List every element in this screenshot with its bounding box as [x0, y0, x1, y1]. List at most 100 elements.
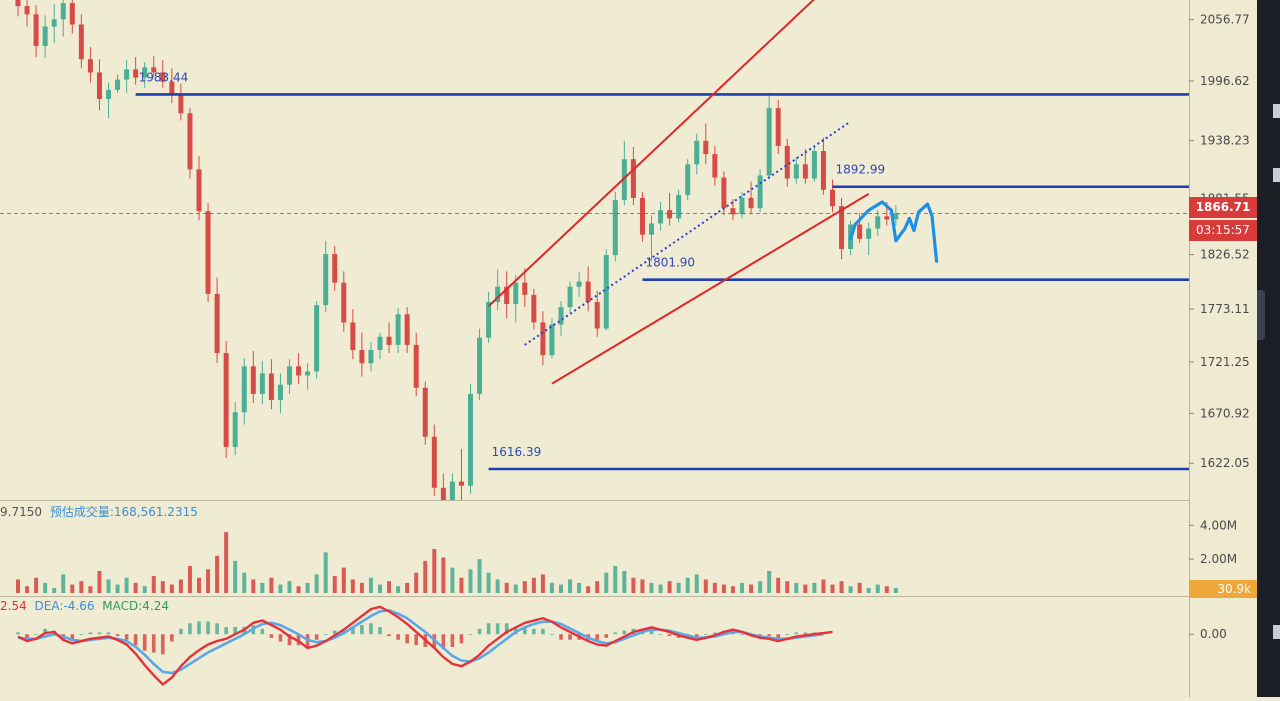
macd-hist-bar	[713, 632, 717, 635]
volume-bar	[233, 560, 238, 593]
candle-body	[151, 67, 157, 73]
volume-bar	[296, 586, 301, 593]
volume-bar	[549, 582, 554, 593]
candle-body	[377, 336, 383, 350]
candle-body	[440, 487, 446, 500]
macd-tick-label: 0.00	[1200, 627, 1227, 641]
volume-bar	[70, 584, 75, 593]
volume-bar	[197, 577, 201, 593]
candle-body	[875, 216, 881, 229]
candle-body	[685, 164, 691, 195]
volume-bar	[893, 587, 898, 593]
macd-hist-bar	[387, 634, 391, 637]
volume-bar	[559, 584, 563, 593]
macd-hist-bar	[649, 630, 654, 635]
candle-body	[42, 26, 48, 46]
candle-body	[576, 281, 582, 287]
macd-hist-bar	[179, 628, 183, 635]
candle-body	[639, 197, 645, 235]
candle-body	[314, 305, 320, 372]
volume-bar	[613, 565, 618, 593]
current-volume-tag: 30.9k	[1189, 580, 1257, 598]
candle-body	[522, 282, 528, 295]
candle-body	[893, 213, 899, 220]
collapse-handle[interactable]	[1257, 290, 1265, 340]
macd-hist-bar	[188, 623, 192, 635]
volume-bar	[305, 582, 310, 593]
volume-bar	[169, 584, 174, 593]
candle-body	[730, 208, 736, 215]
candle-body	[422, 387, 428, 437]
volume-bar	[34, 577, 39, 593]
macd-hist-bar	[405, 634, 409, 644]
macd-legend: 2.54 DEA:-4.66 MACD:4.24	[0, 599, 169, 613]
candle-body	[857, 224, 863, 239]
dif-line	[17, 605, 833, 687]
candle-body	[504, 286, 510, 305]
candle-body	[811, 151, 817, 179]
candle-body	[766, 108, 772, 176]
volume-bar	[450, 567, 455, 593]
current-price-tag: 1866.71	[1189, 197, 1257, 218]
macd-hist-bar	[79, 634, 84, 636]
macd-hist-bar	[468, 634, 473, 636]
volume-bar	[685, 577, 690, 593]
macd-hist-bar	[161, 634, 165, 655]
volume-bar	[595, 581, 600, 593]
volume-bar	[88, 586, 93, 593]
candle-body	[78, 24, 84, 60]
macd-hist-bar	[622, 630, 627, 635]
macd-hist-bar	[559, 634, 563, 640]
candle-body	[332, 254, 338, 283]
candle-body	[96, 72, 102, 99]
candle-body	[793, 164, 799, 179]
candle-body	[413, 344, 419, 388]
volume-bar	[694, 574, 699, 593]
macd-hist-bar	[441, 634, 446, 649]
volume-bar	[758, 581, 763, 593]
volume-bar	[803, 584, 808, 593]
volume-bar	[703, 579, 708, 593]
volume-bar	[142, 586, 147, 593]
volume-bar	[396, 586, 401, 593]
dea-line	[17, 608, 824, 675]
macd-hist-bar	[70, 634, 75, 640]
macd-hist-bar	[694, 634, 699, 638]
volume-bar	[540, 574, 545, 593]
volume-bar	[133, 582, 138, 593]
candle-body	[60, 3, 66, 20]
candle-body	[594, 302, 600, 329]
macd-hist-bar	[323, 634, 328, 636]
candle-body	[531, 294, 537, 323]
volume-bar	[586, 586, 591, 593]
volume-bar	[568, 579, 573, 593]
macd-hist-bar	[803, 632, 808, 635]
volume-bar	[812, 582, 817, 593]
candle-body	[196, 169, 202, 212]
toolbar-icon-1[interactable]	[1273, 104, 1280, 118]
macd-hist-bar	[278, 634, 283, 642]
macd-hist-bar	[115, 634, 120, 637]
volume-bar	[667, 581, 672, 593]
level-label: 1616.39	[492, 445, 542, 459]
toolbar-icon-2[interactable]	[1273, 168, 1280, 182]
candle-body	[775, 108, 781, 146]
volume-bar	[522, 581, 527, 593]
candle-body	[341, 282, 347, 323]
macd-hist-bar	[351, 626, 355, 635]
macd-hist-bar	[97, 632, 102, 635]
candle-body	[15, 0, 21, 7]
macd-hist-bar	[450, 634, 455, 648]
toolbar-icon-3[interactable]	[1273, 625, 1280, 639]
volume-bar	[830, 584, 835, 593]
candle-body	[468, 393, 473, 486]
volume-bar	[577, 582, 582, 593]
volume-bar	[224, 532, 229, 593]
candle-body	[866, 228, 872, 239]
candle-body	[305, 371, 311, 376]
macd-hist-bar	[595, 634, 599, 640]
macd-hist-bar	[486, 623, 491, 635]
macd-hist-bar	[233, 626, 237, 635]
candle-body	[241, 366, 247, 413]
volume-bar	[97, 571, 102, 593]
